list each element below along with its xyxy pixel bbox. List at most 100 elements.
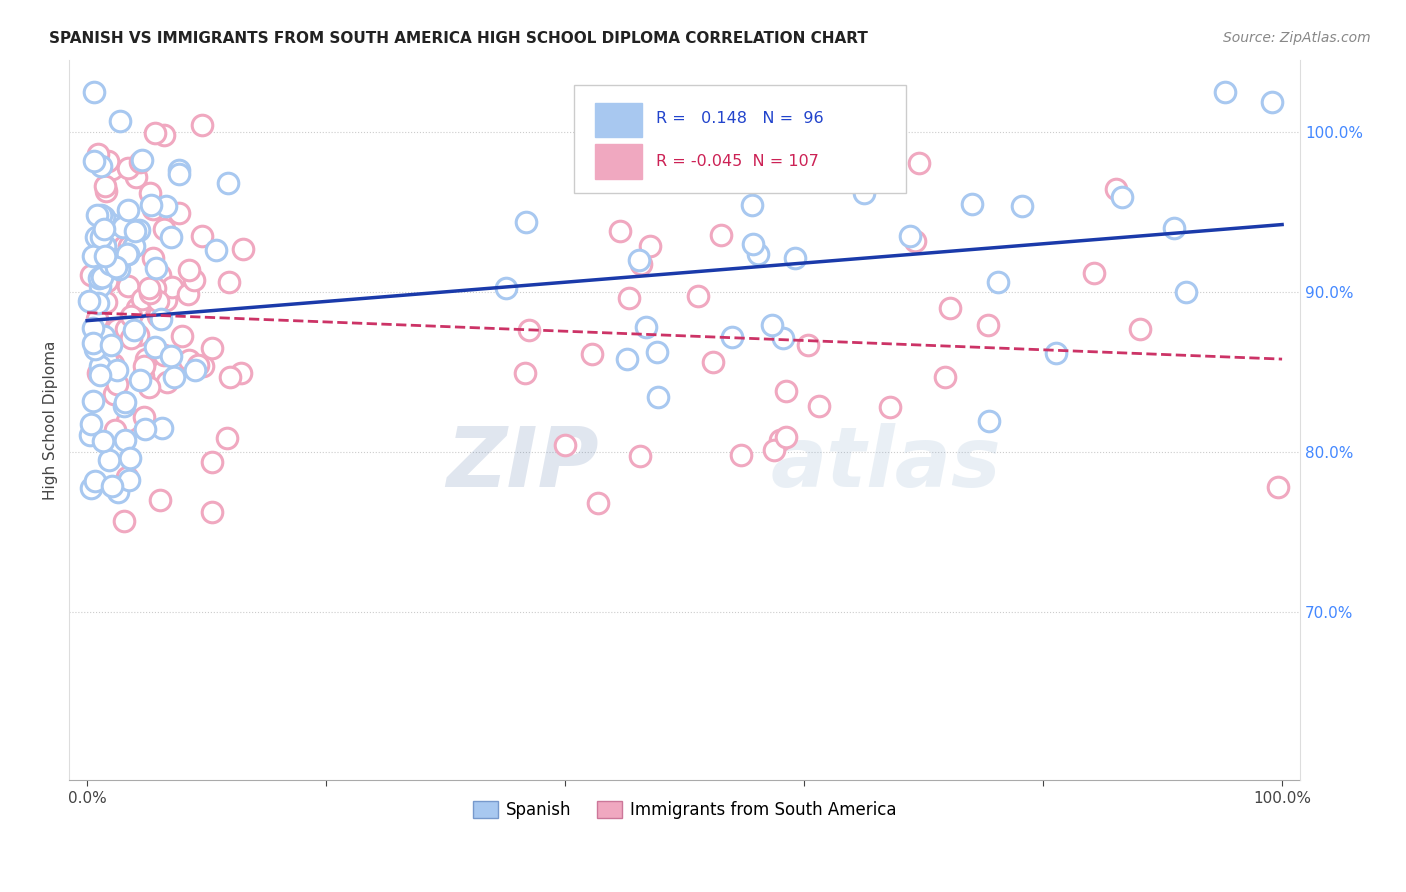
Point bbox=[977, 414, 1000, 428]
Point bbox=[900, 228, 922, 243]
Point bbox=[617, 291, 640, 305]
Point bbox=[636, 320, 658, 334]
Point bbox=[115, 322, 138, 336]
Point bbox=[82, 249, 104, 263]
Point bbox=[98, 257, 121, 271]
Point bbox=[134, 421, 156, 435]
Point bbox=[112, 514, 135, 528]
Point bbox=[879, 400, 901, 414]
Point bbox=[167, 206, 190, 220]
Point bbox=[742, 236, 765, 251]
Point bbox=[120, 450, 142, 465]
Point bbox=[1163, 220, 1185, 235]
Point bbox=[86, 311, 108, 326]
Point bbox=[94, 295, 117, 310]
Point bbox=[152, 128, 174, 142]
Point bbox=[741, 197, 763, 211]
Point bbox=[772, 331, 794, 345]
Point bbox=[117, 247, 139, 261]
Point bbox=[94, 239, 117, 253]
Text: R = -0.045  N = 107: R = -0.045 N = 107 bbox=[657, 154, 820, 169]
Point bbox=[100, 217, 122, 231]
Point bbox=[128, 223, 150, 237]
Point bbox=[1261, 95, 1284, 109]
Text: ZIP: ZIP bbox=[446, 423, 599, 504]
Point bbox=[155, 375, 177, 389]
Point bbox=[79, 417, 101, 431]
Point bbox=[89, 359, 111, 373]
Point bbox=[114, 433, 136, 447]
Point bbox=[515, 215, 537, 229]
Point bbox=[686, 289, 709, 303]
Point bbox=[1083, 266, 1105, 280]
Point bbox=[96, 353, 118, 368]
Text: atlas: atlas bbox=[770, 423, 1001, 504]
Point bbox=[87, 271, 110, 285]
Point bbox=[125, 170, 148, 185]
Point bbox=[775, 384, 797, 398]
Point bbox=[120, 309, 142, 323]
Point bbox=[139, 186, 162, 200]
Point bbox=[128, 373, 150, 387]
Point bbox=[495, 280, 517, 294]
Point bbox=[179, 353, 201, 368]
Point bbox=[187, 358, 209, 372]
Point bbox=[120, 331, 142, 345]
Point bbox=[177, 263, 200, 277]
Point bbox=[1011, 199, 1033, 213]
Point bbox=[145, 261, 167, 276]
Point bbox=[83, 154, 105, 169]
Point bbox=[142, 252, 165, 266]
Point bbox=[87, 296, 110, 310]
Point bbox=[127, 327, 149, 342]
Point bbox=[93, 328, 115, 343]
Point bbox=[710, 227, 733, 242]
Point bbox=[1045, 345, 1067, 359]
Point bbox=[107, 261, 129, 276]
Point bbox=[155, 293, 177, 307]
Point bbox=[91, 209, 114, 223]
Point bbox=[960, 197, 983, 211]
Point bbox=[747, 247, 769, 261]
Point bbox=[201, 505, 224, 519]
Point bbox=[702, 355, 724, 369]
Point bbox=[101, 358, 124, 372]
Point bbox=[177, 287, 200, 301]
Point bbox=[84, 230, 107, 244]
Point bbox=[96, 274, 118, 288]
Point bbox=[138, 380, 160, 394]
Point bbox=[934, 370, 956, 384]
Point bbox=[83, 343, 105, 357]
Point bbox=[114, 239, 136, 253]
Point bbox=[117, 246, 139, 260]
Point bbox=[97, 154, 120, 169]
Point bbox=[117, 239, 139, 253]
Point bbox=[149, 268, 172, 283]
Point bbox=[1175, 285, 1198, 300]
Bar bbox=[595, 144, 641, 178]
Point bbox=[84, 474, 107, 488]
Point bbox=[229, 366, 252, 380]
Point bbox=[93, 179, 115, 194]
Point bbox=[107, 485, 129, 500]
Point bbox=[86, 208, 108, 222]
Point bbox=[91, 434, 114, 449]
Point bbox=[977, 318, 1000, 332]
Point bbox=[775, 430, 797, 444]
Point bbox=[630, 257, 652, 271]
Point bbox=[169, 167, 191, 181]
Point bbox=[160, 349, 183, 363]
Point bbox=[150, 420, 173, 434]
Point bbox=[183, 273, 205, 287]
Point bbox=[94, 362, 117, 376]
Point bbox=[588, 496, 610, 510]
Point bbox=[217, 431, 239, 445]
Point bbox=[1111, 190, 1133, 204]
Point bbox=[142, 202, 165, 216]
Point bbox=[117, 278, 139, 293]
Point bbox=[105, 377, 128, 392]
Point bbox=[103, 252, 125, 267]
Point bbox=[146, 310, 169, 324]
Text: Source: ZipAtlas.com: Source: ZipAtlas.com bbox=[1223, 31, 1371, 45]
Point bbox=[217, 176, 239, 190]
